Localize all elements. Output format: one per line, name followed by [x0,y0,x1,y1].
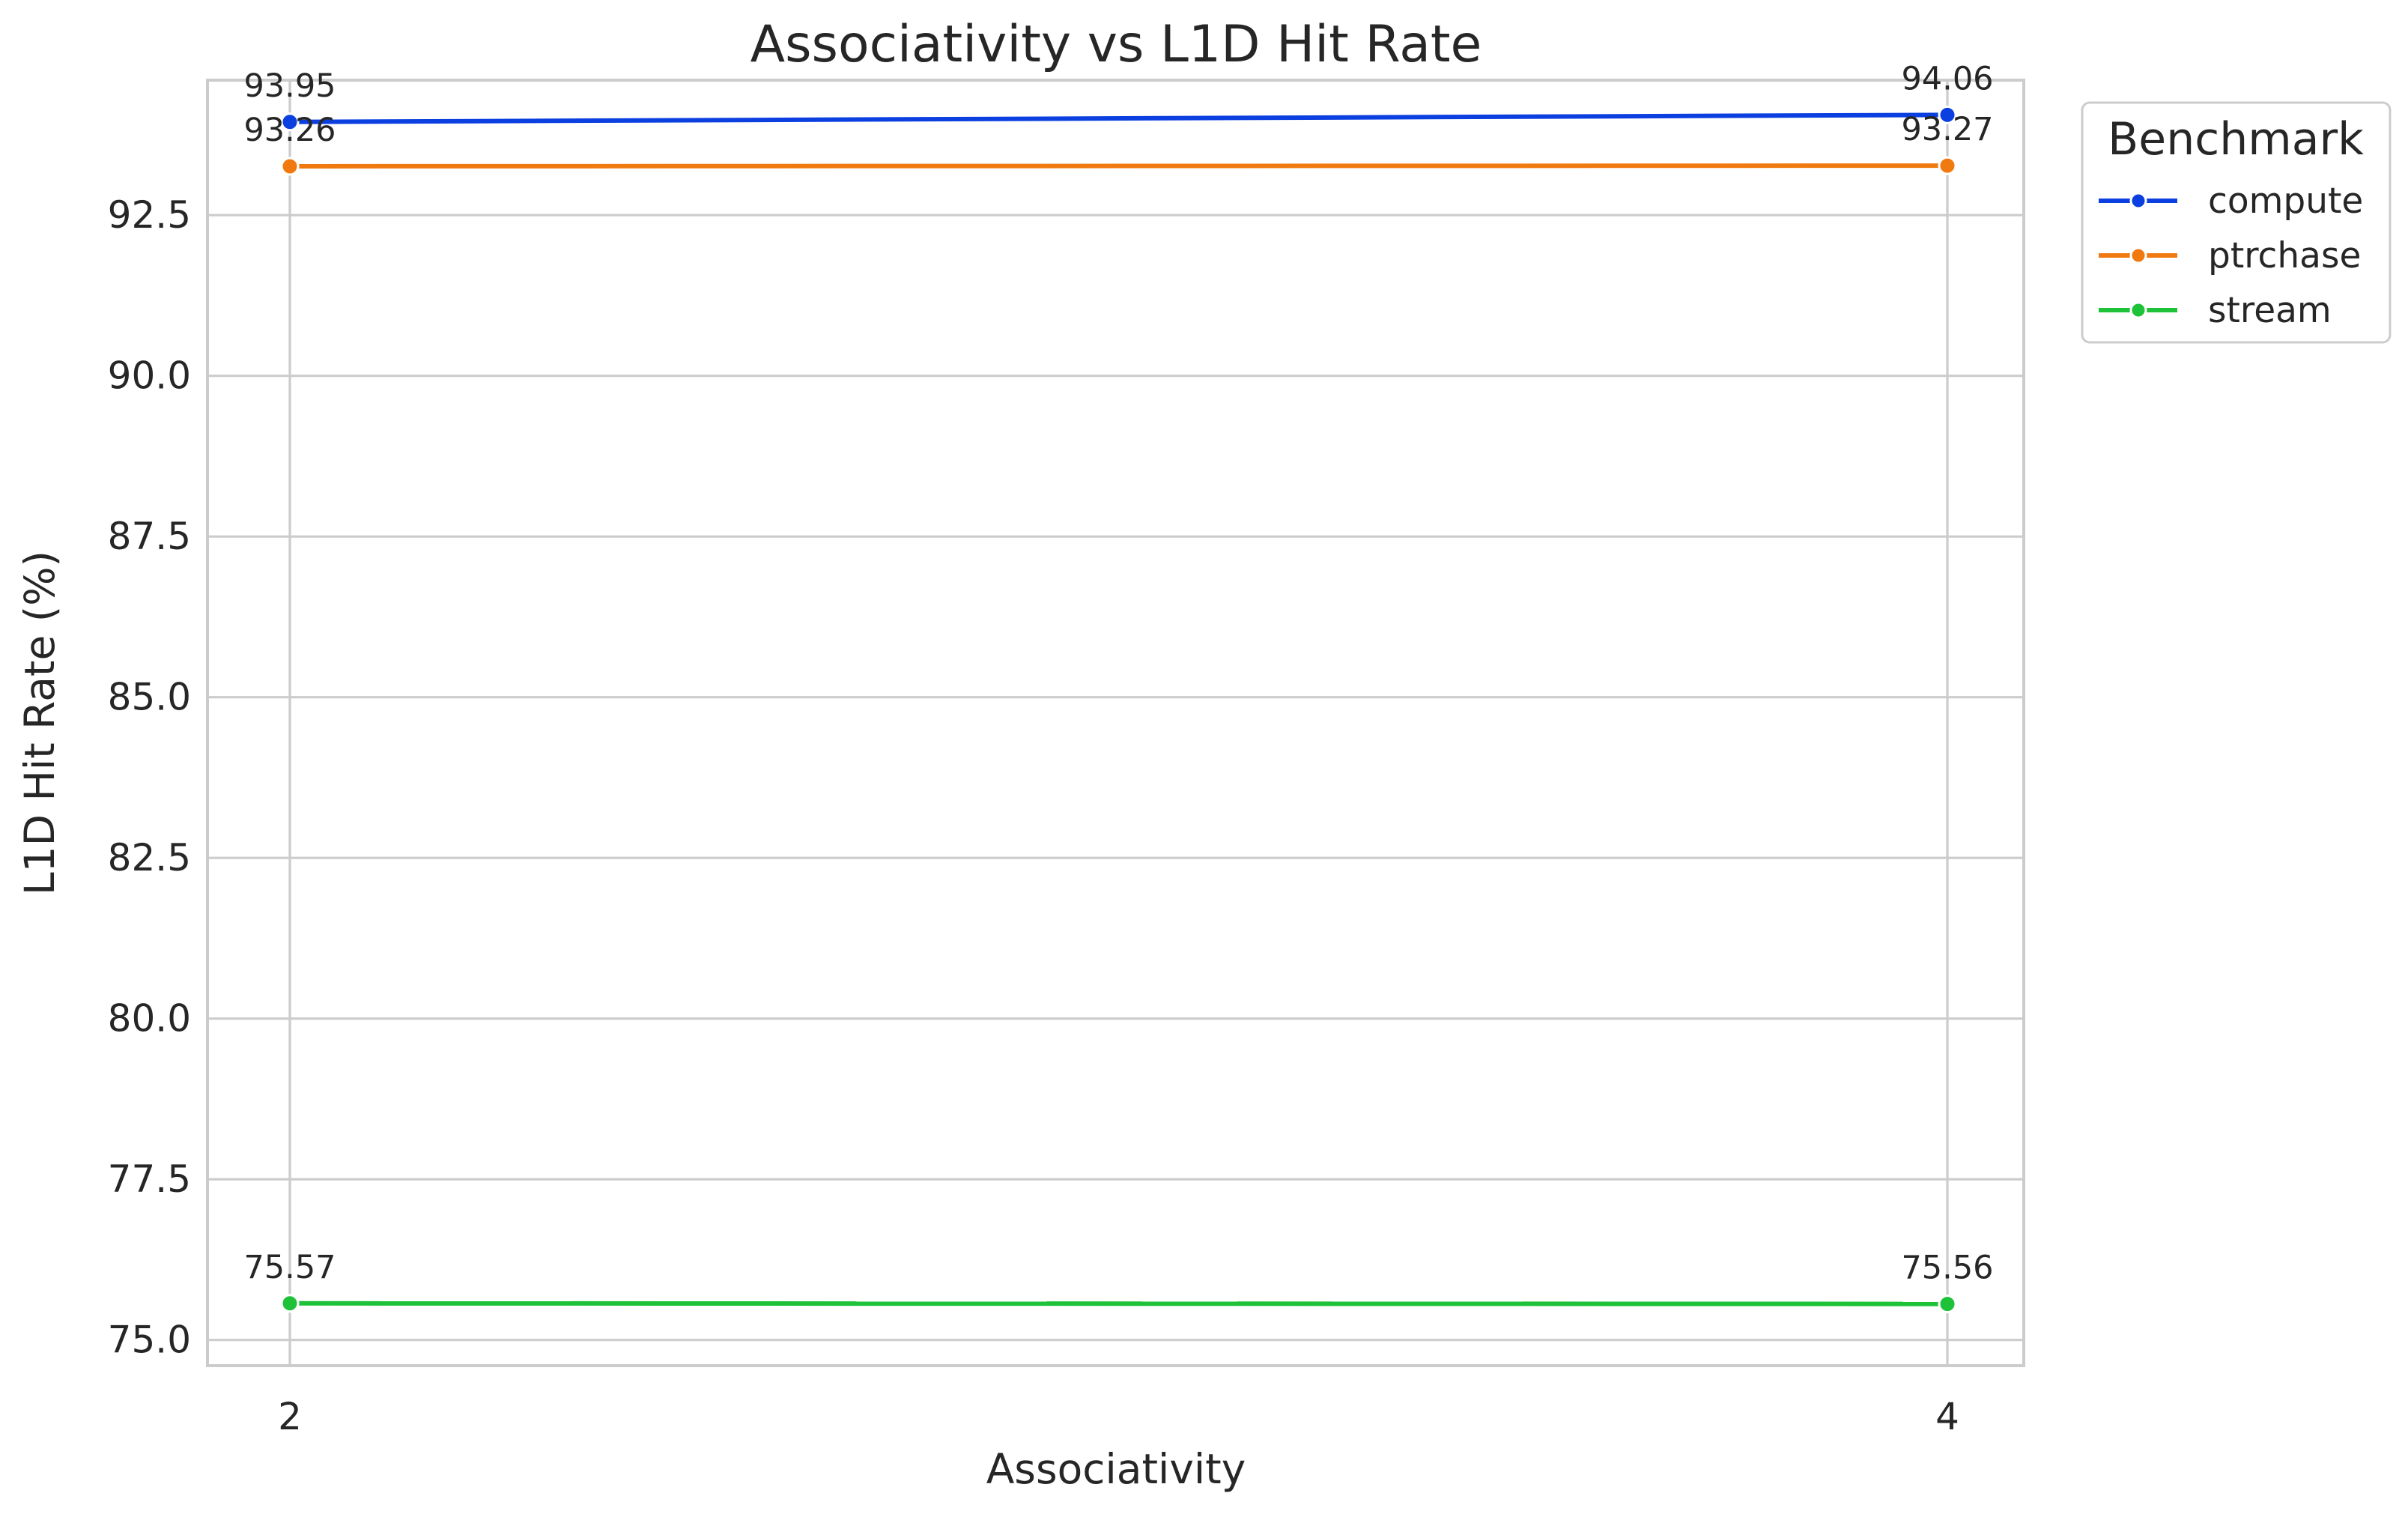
x-tick-label: 2 [278,1395,302,1438]
legend-marker-compute [2129,192,2147,210]
series-line-compute [289,112,1948,124]
y-tick-label: 92.5 [108,193,191,237]
series-layer [280,105,1957,1314]
data-point-ptrchase [280,157,300,176]
data-label-stream: 75.56 [1901,1250,1993,1287]
grid [207,80,2024,1366]
legend-box [2081,101,2392,344]
data-point-compute [1938,105,1957,124]
data-point-compute [280,112,300,132]
data-label-stream: 75.57 [243,1249,336,1286]
y-axis-title: L1D Hit Rate (%) [16,551,64,895]
data-label-compute: 94.06 [1901,60,1993,97]
legend-title: Benchmark [2108,113,2364,166]
y-tick-label: 80.0 [108,997,191,1041]
series-line-stream [289,1300,1948,1306]
data-point-stream [280,1294,300,1313]
chart-title: Associativity vs L1D Hit Rate [750,15,1482,74]
data-point-stream [1938,1295,1957,1314]
legend-label-compute: compute [2208,181,2363,222]
legend-marker-ptrchase [2129,246,2147,264]
data-label-ptrchase: 93.27 [1901,111,1993,148]
legend-label-ptrchase: ptrchase [2208,235,2361,276]
y-tick-label: 82.5 [108,836,191,879]
data-label-ptrchase: 93.26 [243,112,336,149]
plot-area [206,79,2025,1367]
legend: Benchmark compute ptrchase stream [2081,101,2392,344]
tick-labels: 75.0 77.5 80.0 82.5 85.0 87.5 90.0 92.5 2 4 [108,193,1959,1438]
data-point-ptrchase [1938,156,1957,175]
y-tick-label: 77.5 [108,1157,191,1201]
legend-marker-stream [2129,301,2147,319]
x-axis-title: Associativity [986,1445,1246,1493]
y-tick-label: 75.0 [108,1318,191,1362]
legend-label-stream: stream [2208,290,2332,331]
x-tick-label: 4 [1935,1395,1959,1438]
y-tick-label: 85.0 [108,676,191,719]
data-labels: 93.95 94.06 93.26 93.27 75.57 75.56 [243,60,1993,1286]
y-tick-label: 87.5 [108,515,191,558]
y-tick-label: 90.0 [108,354,191,398]
data-label-compute: 93.95 [243,67,336,105]
